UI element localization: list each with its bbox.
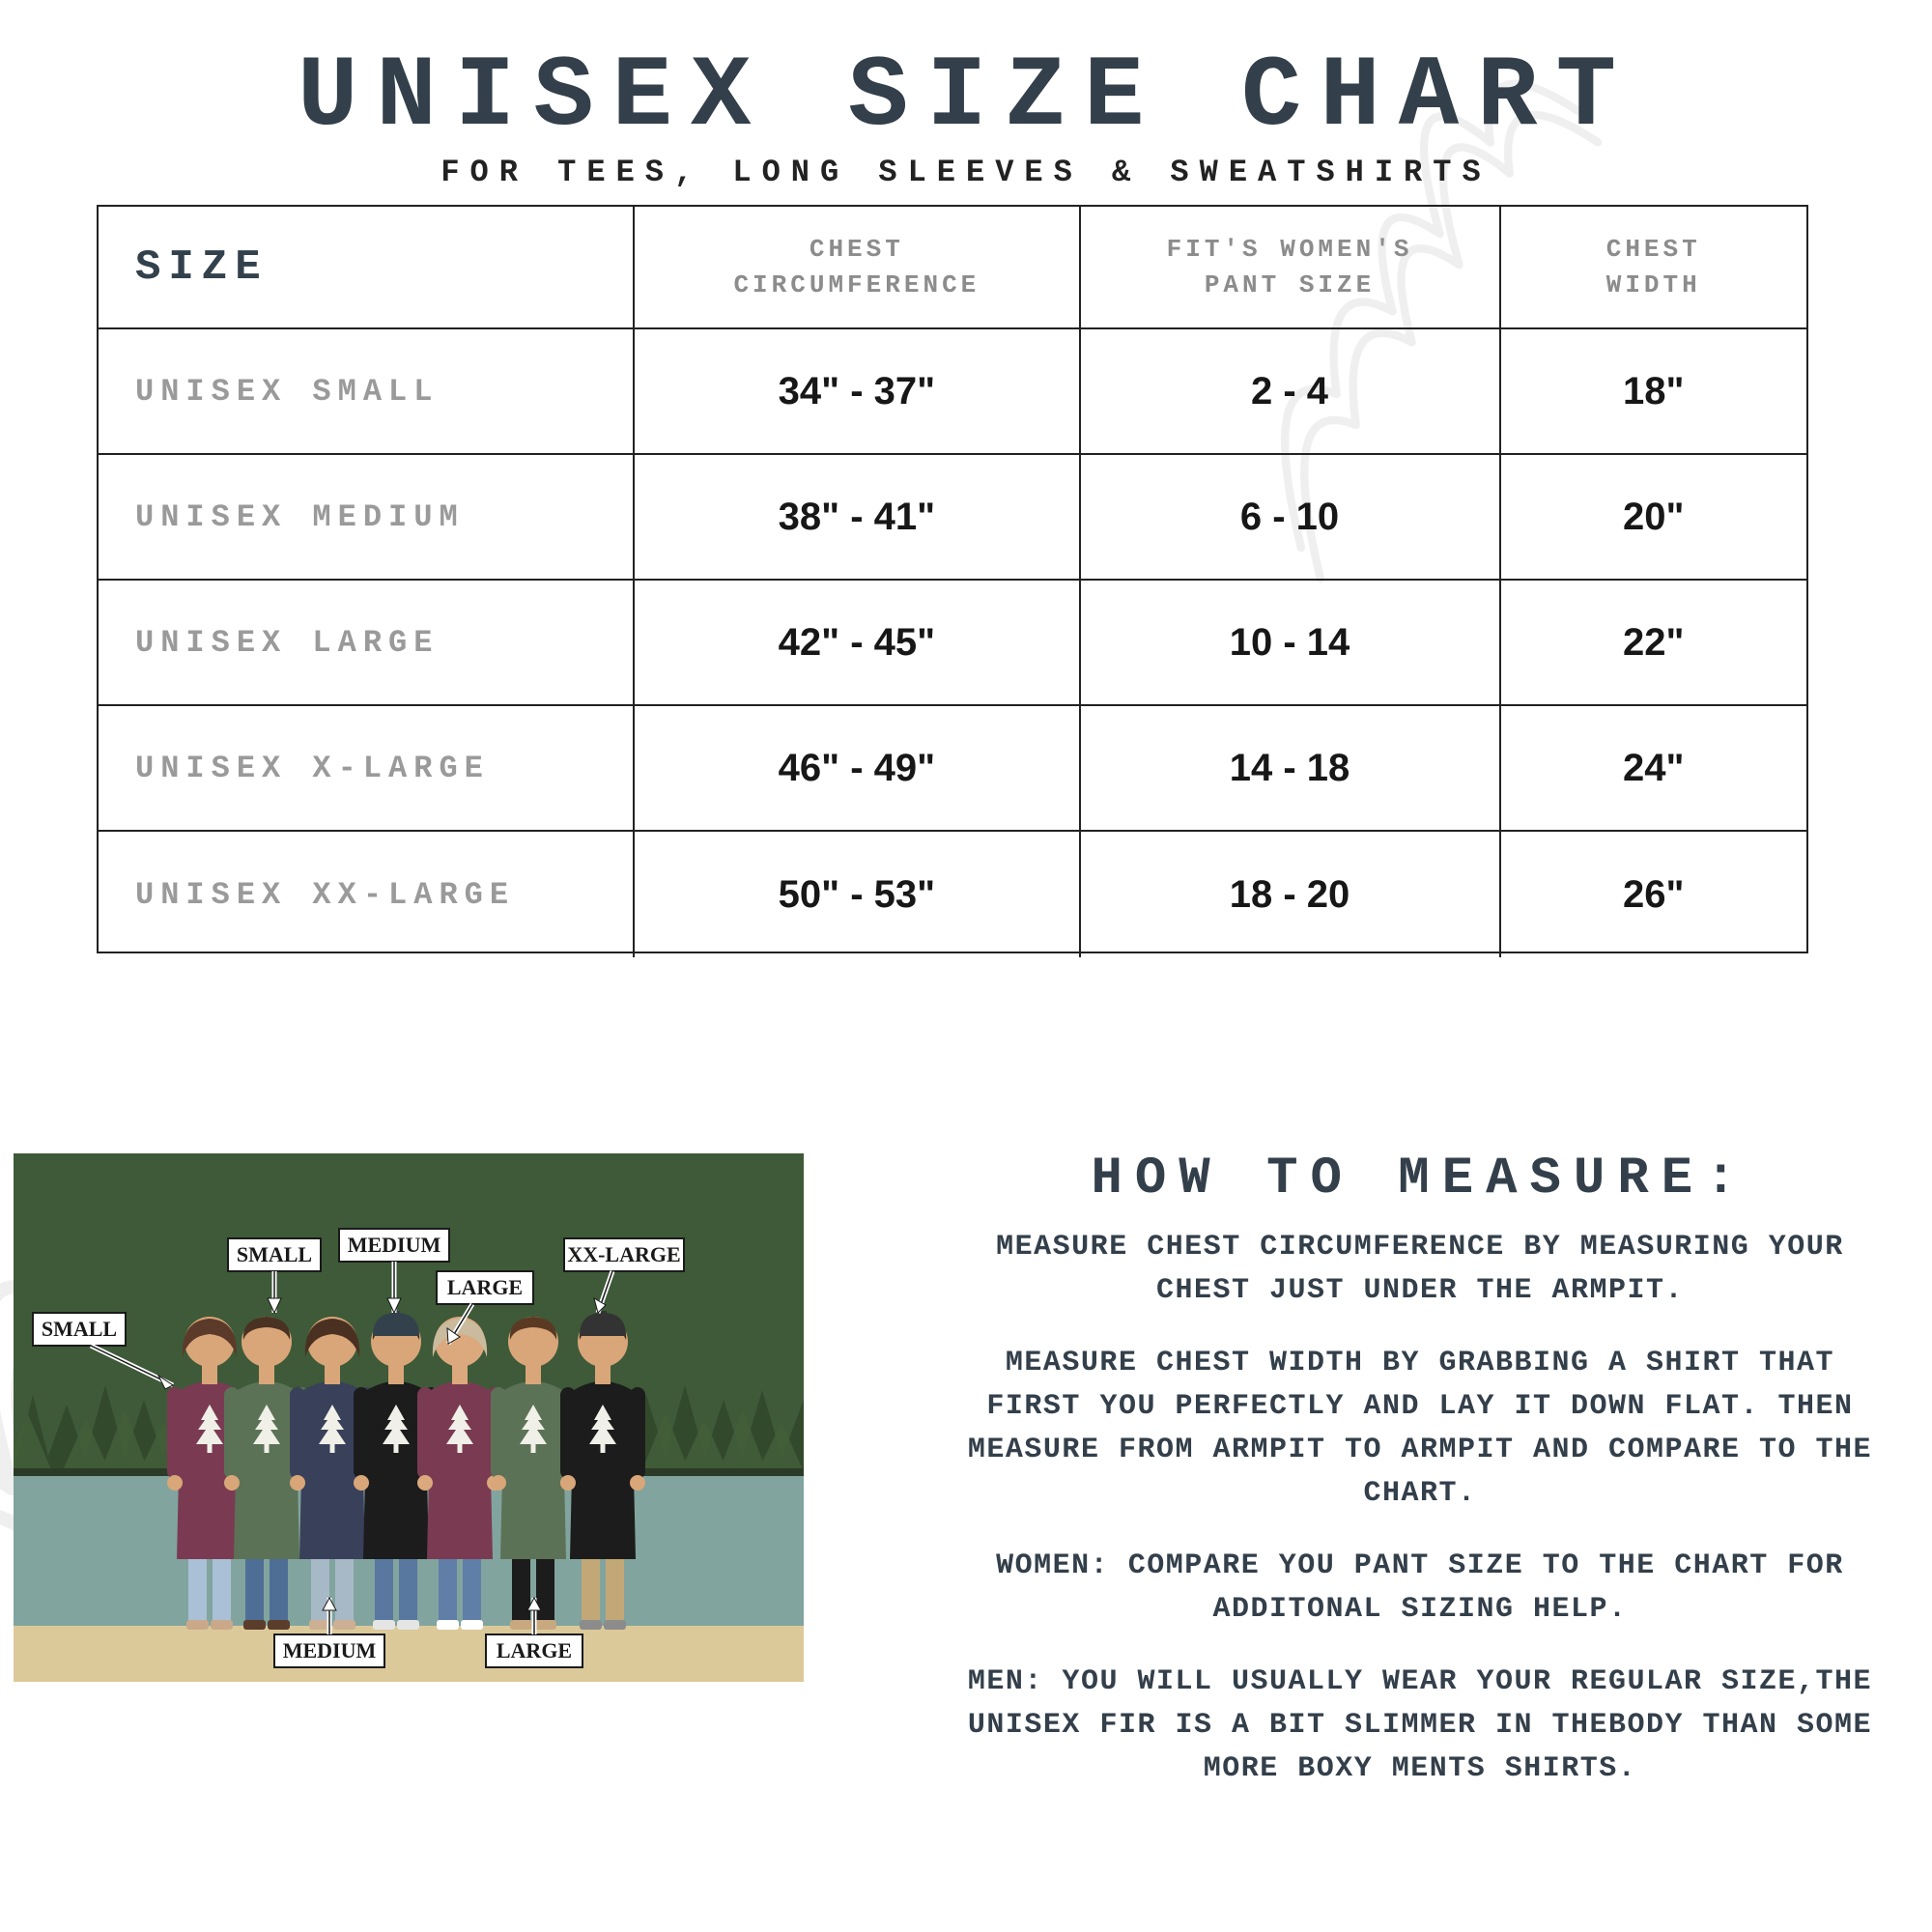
svg-text:MEDIUM: MEDIUM [348, 1233, 441, 1257]
svg-text:SMALL: SMALL [237, 1242, 312, 1266]
svg-text:XX-LARGE: XX-LARGE [567, 1242, 680, 1266]
svg-text:MEDIUM: MEDIUM [283, 1638, 377, 1662]
svg-text:LARGE: LARGE [447, 1275, 523, 1299]
svg-text:SMALL: SMALL [42, 1317, 117, 1341]
svg-text:LARGE: LARGE [497, 1638, 572, 1662]
